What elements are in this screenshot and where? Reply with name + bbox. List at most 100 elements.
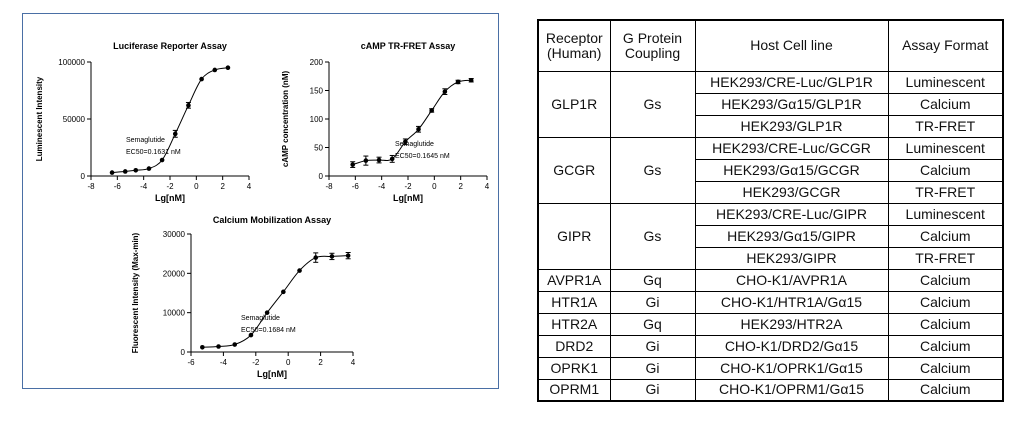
data-point	[216, 344, 221, 349]
ec50-label: EC50=0.1645 nM	[395, 153, 450, 160]
assay-format-cell: TR-FRET	[887, 246, 1004, 270]
chart-title: Calcium Mobilization Assay	[213, 215, 331, 225]
host-cell-line-cell: HEK293/GCGR	[694, 180, 889, 204]
assay-format-cell: Calcium	[887, 356, 1004, 380]
x-tick-label: -2	[252, 358, 260, 367]
y-axis-label: Fluorescent Intensity (Max-min)	[131, 232, 140, 353]
x-tick-label: 4	[485, 182, 490, 191]
y-tick-label: 0	[81, 172, 86, 181]
x-axis-label: Lg[nM]	[155, 193, 185, 203]
data-point	[429, 108, 434, 113]
receptor-cell: OPRK1	[537, 356, 611, 380]
coupling-cell: Gq	[609, 312, 696, 336]
y-tick-label: 100	[310, 115, 324, 124]
column-header-line: Coupling	[624, 44, 681, 61]
host-cell-line-cell: HEK293/HTR2A	[694, 312, 889, 336]
x-tick-label: 4	[247, 182, 252, 191]
assay-format-cell: Calcium	[887, 92, 1004, 116]
receptor-assay-table: Receptor (Human) G Protein Coupling Host Cel…	[537, 19, 1004, 402]
x-tick-label: 0	[194, 182, 199, 191]
data-point	[200, 344, 205, 350]
data-point	[297, 268, 302, 273]
x-tick-label: 4	[351, 358, 356, 367]
data-point	[345, 253, 351, 258]
table-row: OPRK1 Gi CHO-K1/OPRK1/Gα15 Calcium	[537, 356, 1004, 380]
assay-format-cell: Calcium	[887, 224, 1004, 248]
receptor-cell: DRD2	[537, 334, 611, 358]
data-point	[313, 255, 319, 260]
data-point	[199, 76, 204, 82]
receptor-cell: OPRM1	[537, 378, 611, 402]
data-point	[122, 169, 128, 174]
column-header: Receptor (Human)	[537, 19, 611, 72]
data-point	[146, 166, 152, 171]
host-cell-line-cell: CHO-K1/DRD2/Gα15	[694, 334, 889, 358]
coupling-cell: Gs	[609, 202, 696, 270]
header-row: Receptor (Human) G Protein Coupling Host Cel…	[537, 19, 1004, 72]
y-tick-label: 10000	[163, 309, 186, 318]
table-row: GIPR Gs HEK293/CRE-Luc/GIPR Luminescent	[537, 202, 1004, 270]
data-point	[442, 89, 448, 94]
x-tick-label: -6	[114, 182, 122, 191]
assay-format-cell: Luminescent	[887, 70, 1004, 94]
assay-format-cell: Calcium	[887, 334, 1004, 358]
host-cell-line-cell: HEK293/GIPR	[694, 246, 889, 270]
table-row: HEK293/Gα15/GIPR Calcium	[538, 224, 1004, 248]
fit-curve	[352, 79, 472, 166]
data-point	[468, 77, 474, 83]
data-point	[172, 131, 178, 137]
host-cell-line-cell: CHO-K1/HTR1A/Gα15	[694, 290, 889, 314]
compound-label: Semaglutide	[395, 141, 434, 148]
table-row: HTR2A Gq HEK293/HTR2A Calcium	[537, 312, 1004, 336]
coupling-cell: Gs	[609, 136, 696, 204]
receptor-cell: GIPR	[537, 202, 611, 270]
coupling-cell: Gi	[609, 378, 696, 402]
coupling-cell: Gi	[609, 290, 696, 314]
table-row: GCGR Gs HEK293/CRE-Luc/GCGR Luminescent	[537, 136, 1004, 204]
table-row: HTR1A Gi CHO-K1/HTR1A/Gα15 Calcium	[537, 290, 1004, 314]
column-header-line: Assay Format	[902, 37, 989, 54]
column-header-line: (Human)	[547, 44, 602, 61]
y-axis-label: cAMP concentration (nM)	[281, 71, 290, 168]
column-header: Host Cell line	[694, 19, 889, 72]
table-row: OPRM1 Gi CHO-K1/OPRM1/Gα15 Calcium	[537, 378, 1004, 402]
data-point	[159, 157, 165, 163]
data-point	[416, 126, 421, 132]
assay-format-cell: Calcium	[887, 268, 1004, 292]
host-cell-line-cell: CHO-K1/OPRM1/Gα15	[694, 378, 889, 402]
assay-format-cell: Calcium	[887, 378, 1004, 402]
column-header-line: Host Cell line	[750, 37, 833, 54]
x-tick-label: -6	[187, 358, 195, 367]
host-cell-line-cell: CHO-K1/AVPR1A	[694, 268, 889, 292]
x-tick-label: -4	[140, 182, 148, 191]
host-cell-line-cell: HEK293/CRE-Luc/GLP1R	[694, 70, 889, 94]
coupling-cell: Gi	[609, 356, 696, 380]
host-cell-line-cell: HEK293/CRE-Luc/GIPR	[694, 202, 889, 226]
x-tick-label: 0	[286, 358, 291, 367]
data-point	[212, 67, 218, 73]
y-tick-label: 0	[319, 172, 324, 181]
y-tick-label: 150	[310, 87, 324, 96]
x-tick-label: -8	[87, 182, 95, 191]
data-point	[232, 342, 238, 347]
host-cell-line-cell: HEK293/Gα15/GLP1R	[694, 92, 889, 116]
x-tick-label: -2	[404, 182, 412, 191]
host-cell-line-cell: HEK293/Gα15/GCGR	[694, 158, 889, 182]
table-row: HEK293/GCGR TR-FRET	[538, 180, 1004, 204]
host-cell-line-cell: HEK293/Gα15/GIPR	[694, 224, 889, 248]
coupling-cell: Gi	[609, 334, 696, 358]
x-tick-label: 2	[318, 358, 323, 367]
compound-label: Semaglutide	[126, 137, 165, 144]
host-cell-line-cell: CHO-K1/OPRK1/Gα15	[694, 356, 889, 380]
assay-format-cell: Calcium	[887, 158, 1004, 182]
x-tick-label: -8	[325, 182, 333, 191]
column-header-line: Receptor	[545, 29, 603, 46]
receptor-cell: GCGR	[537, 136, 611, 204]
data-point	[264, 310, 270, 315]
host-cell-line-cell: HEK293/GLP1R	[694, 114, 889, 138]
x-tick-label: -4	[220, 358, 228, 367]
table-row: HEK293/Gα15/GCGR Calcium	[538, 158, 1004, 182]
receptor-cell: GLP1R	[537, 70, 611, 138]
data-point	[363, 158, 369, 163]
x-tick-label: 0	[432, 182, 437, 191]
